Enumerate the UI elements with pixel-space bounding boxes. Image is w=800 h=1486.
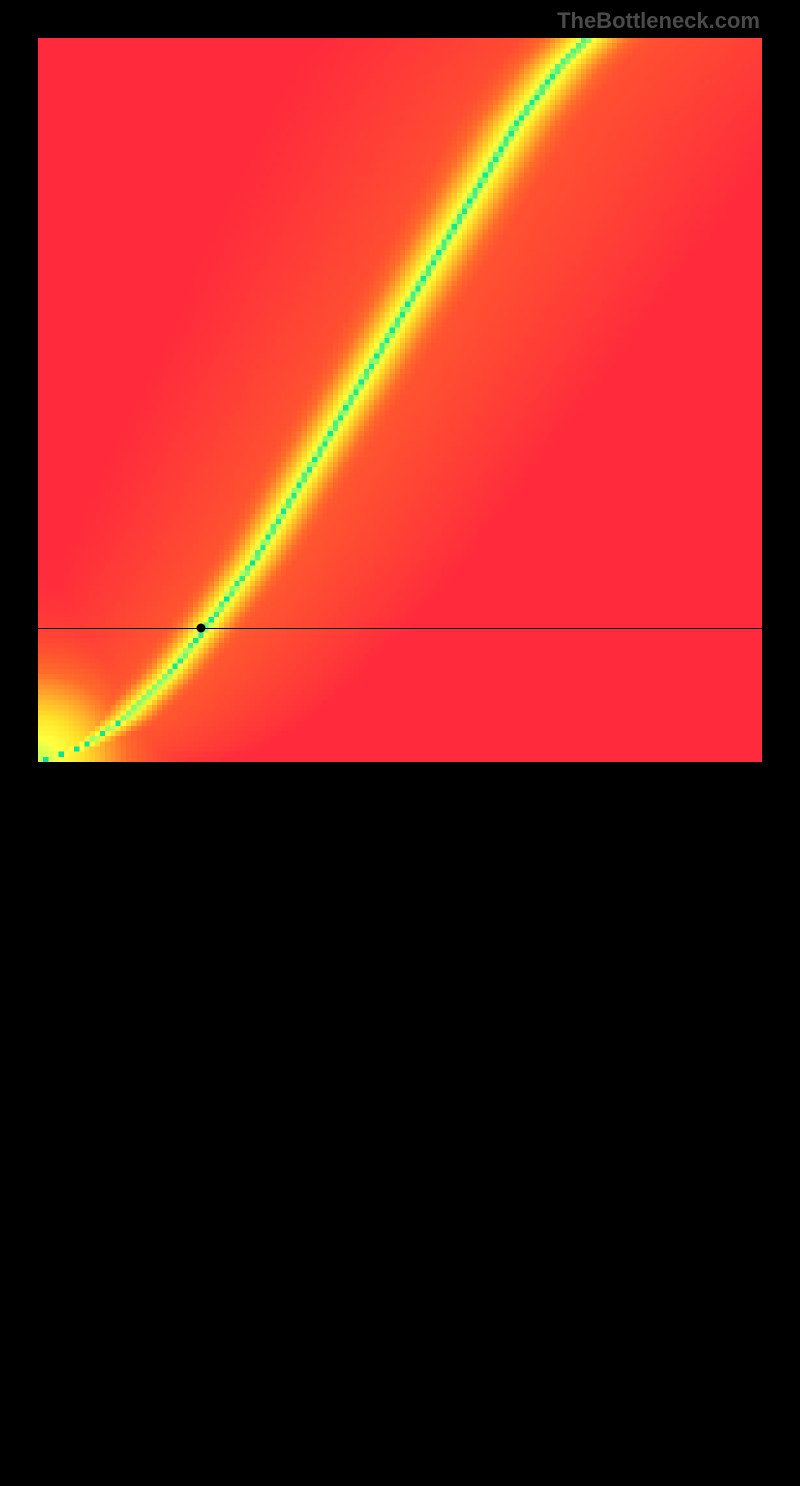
heatmap-canvas	[38, 38, 762, 762]
crosshair-horizontal	[38, 628, 762, 629]
crosshair-vertical	[201, 762, 202, 1486]
marker-dot	[196, 624, 205, 633]
outer-frame: TheBottleneck.com	[0, 0, 800, 800]
heatmap-plot	[38, 38, 762, 762]
watermark-text: TheBottleneck.com	[557, 8, 760, 34]
